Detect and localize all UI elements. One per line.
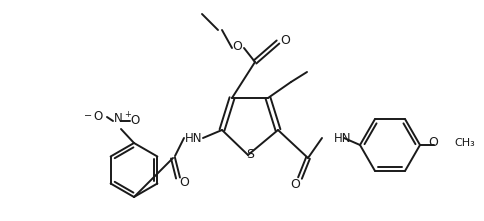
Text: −: −: [84, 111, 92, 121]
Text: O: O: [93, 109, 103, 122]
Text: O: O: [232, 40, 242, 53]
Text: O: O: [280, 34, 290, 46]
Text: HN: HN: [185, 133, 203, 145]
Text: S: S: [246, 149, 254, 162]
Text: O: O: [290, 177, 300, 191]
Text: O: O: [130, 114, 139, 126]
Text: CH₃: CH₃: [454, 138, 475, 148]
Text: N: N: [114, 112, 122, 126]
Text: O: O: [179, 177, 189, 189]
Text: O: O: [428, 137, 438, 149]
Text: +: +: [124, 110, 131, 119]
Text: HN: HN: [334, 133, 351, 145]
